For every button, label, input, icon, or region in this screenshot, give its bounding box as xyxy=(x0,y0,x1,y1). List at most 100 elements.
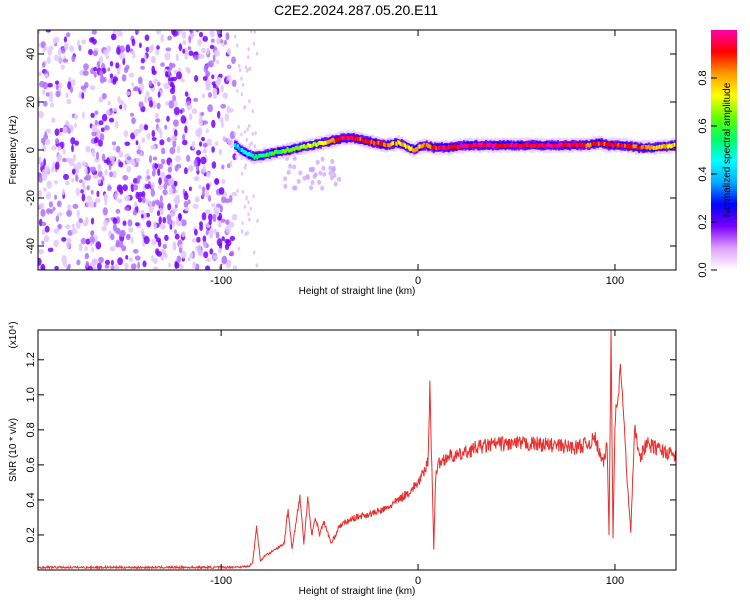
noise-speck xyxy=(206,172,211,178)
track-cell xyxy=(651,145,654,150)
noise-speck xyxy=(41,221,47,227)
noise-speck xyxy=(159,139,165,146)
noise-speck xyxy=(91,30,97,35)
noise-speck xyxy=(167,35,172,41)
noise-speck xyxy=(150,55,156,64)
noise-speck xyxy=(141,137,146,143)
noise-speck xyxy=(49,102,55,108)
noise-speck xyxy=(238,68,242,73)
noise-speck xyxy=(233,131,237,136)
y-tick-label: 0 xyxy=(25,147,37,153)
spectrogram-x-label: Height of straight line (km) xyxy=(299,286,416,297)
track-cell xyxy=(494,142,497,147)
noise-speck xyxy=(104,125,110,131)
track-cell xyxy=(249,152,252,157)
noise-speck xyxy=(152,156,158,161)
noise-speck xyxy=(193,97,199,102)
track-cell xyxy=(581,143,584,148)
noise-speck xyxy=(100,127,105,132)
noise-speck xyxy=(106,157,110,166)
noise-speck xyxy=(241,221,244,226)
trail-speck xyxy=(283,176,288,182)
noise-speck xyxy=(101,153,106,162)
noise-speck xyxy=(80,189,84,194)
track-cell xyxy=(541,143,544,148)
noise-speck xyxy=(178,213,182,222)
track-cell xyxy=(429,145,432,150)
noise-speck xyxy=(98,120,104,126)
noise-speck xyxy=(220,84,224,93)
track-cell xyxy=(497,143,500,148)
noise-speck xyxy=(94,119,98,126)
snr-marks xyxy=(38,330,676,570)
track-cell xyxy=(372,140,375,145)
noise-speck xyxy=(169,223,173,230)
track-cell xyxy=(635,144,638,149)
noise-speck xyxy=(191,108,198,115)
noise-speck xyxy=(202,35,208,42)
track-cell xyxy=(632,144,635,149)
noise-speck xyxy=(81,180,86,188)
noise-speck xyxy=(71,144,74,153)
colorbar: 0.0 0.2 0.4 0.6 0.8 Normalized spectral ampl… xyxy=(697,30,737,278)
track-cell xyxy=(347,136,350,141)
noise-speck xyxy=(150,182,155,191)
y-tick-label: 0.8 xyxy=(25,422,37,437)
noise-speck xyxy=(134,201,138,208)
noise-speck xyxy=(143,236,150,245)
noise-speck xyxy=(145,199,150,205)
noise-speck xyxy=(156,45,160,50)
noise-speck xyxy=(177,67,182,73)
noise-speck xyxy=(84,252,90,260)
trail-speck xyxy=(292,156,297,161)
track-cell xyxy=(658,144,661,149)
noise-speck xyxy=(231,56,236,64)
noise-speck xyxy=(166,174,172,179)
track-cell xyxy=(453,144,456,149)
noise-speck xyxy=(141,214,144,219)
noise-speck xyxy=(231,213,238,221)
track-cell xyxy=(595,142,598,146)
trail-speck xyxy=(331,168,336,174)
noise-speck xyxy=(221,255,228,264)
noise-speck xyxy=(112,170,117,179)
noise-speck xyxy=(53,180,59,185)
track-cell xyxy=(553,143,557,148)
noise-speck xyxy=(66,98,72,105)
track-cell xyxy=(669,144,672,149)
noise-speck xyxy=(202,76,208,81)
noise-speck xyxy=(140,57,145,64)
noise-speck xyxy=(51,145,57,151)
track-cell xyxy=(391,141,394,146)
trail-speck xyxy=(292,164,297,170)
noise-speck xyxy=(148,205,154,214)
track-cell xyxy=(329,139,332,144)
noise-speck xyxy=(191,238,198,243)
noise-speck xyxy=(91,247,94,253)
track-cell xyxy=(580,143,583,147)
track-cell xyxy=(479,143,482,147)
track-cell xyxy=(241,148,244,152)
track-cell xyxy=(613,143,616,148)
track-cell xyxy=(489,142,492,147)
track-cell xyxy=(671,143,674,148)
track-cell xyxy=(403,143,406,148)
noise-speck xyxy=(44,73,49,79)
noise-speck xyxy=(163,182,168,190)
noise-speck xyxy=(93,66,98,72)
track-cell xyxy=(289,148,292,153)
noise-speck xyxy=(57,154,62,163)
noise-speck xyxy=(107,78,112,84)
track-cell xyxy=(345,136,348,140)
track-cell xyxy=(308,144,311,148)
track-cell xyxy=(577,142,580,147)
track-cell xyxy=(406,144,409,149)
track-cell xyxy=(449,144,452,149)
noise-speck xyxy=(196,149,201,156)
track-cell xyxy=(467,144,470,149)
noise-speck xyxy=(60,47,66,54)
noise-speck xyxy=(231,79,237,88)
noise-speck xyxy=(146,175,151,180)
track-cell xyxy=(472,142,475,147)
noise-speck xyxy=(212,83,217,89)
